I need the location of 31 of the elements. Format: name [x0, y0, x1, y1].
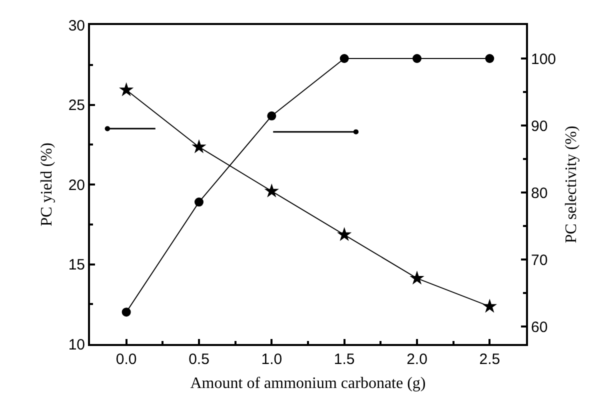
x-tick-label: 0.0	[116, 351, 137, 368]
y-tick-label: 20	[68, 176, 85, 194]
x-tick-label: 2.0	[406, 351, 428, 368]
point	[482, 298, 497, 313]
point	[264, 184, 279, 198]
point	[410, 270, 424, 285]
x-tick-label: 1.5	[334, 351, 355, 368]
y-tick-label: 10	[68, 336, 85, 354]
point	[340, 54, 349, 63]
point	[119, 82, 134, 96]
x-tick-label: 0.5	[188, 351, 210, 368]
y2-axis-title: PC selectivity (%)	[563, 126, 580, 244]
y-tick-label: 30	[68, 17, 85, 34]
y-tick-label: 15	[68, 256, 85, 274]
point	[337, 227, 352, 241]
x-axis-title: Amount of ammonium carbonate (g)	[190, 375, 426, 392]
point	[192, 139, 206, 154]
y-tick-label: 25	[68, 97, 85, 114]
point	[194, 198, 204, 207]
point	[122, 308, 131, 317]
point	[412, 54, 422, 63]
y2-tick-label: 70	[531, 252, 548, 269]
x-tick-label: 1.0	[261, 351, 282, 368]
y2-tick-label: 100	[531, 50, 556, 68]
y2-tick-label: 60	[531, 318, 548, 336]
y2-tick-label: 80	[531, 184, 548, 202]
point	[485, 54, 494, 63]
y-axis-title: PC yield (%)	[38, 142, 56, 226]
x-tick-label: 2.5	[479, 351, 500, 368]
point	[267, 111, 276, 120]
y2-tick-label: 90	[531, 118, 548, 135]
